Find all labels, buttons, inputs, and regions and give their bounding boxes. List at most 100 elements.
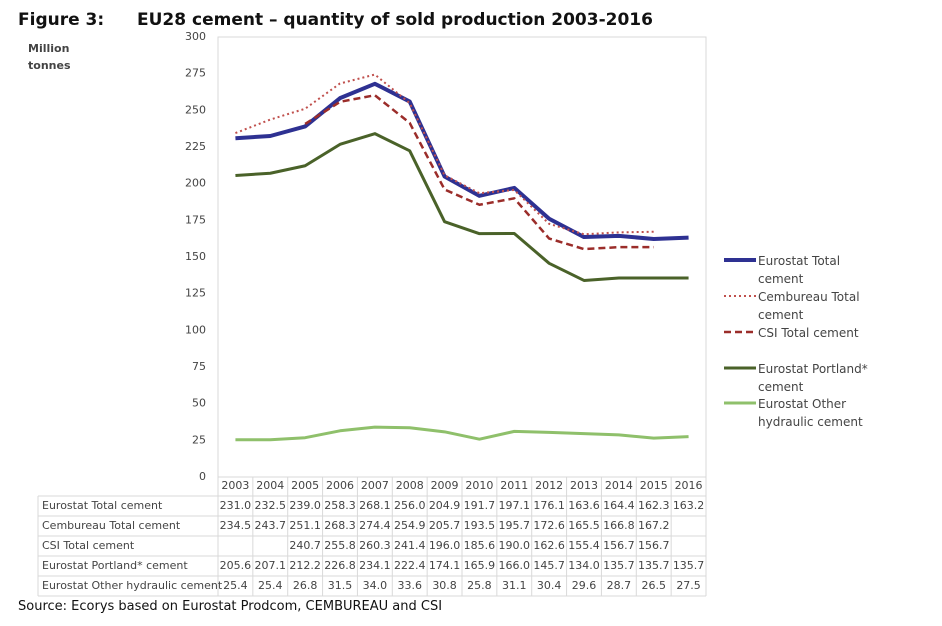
table-cell: 260.3: [359, 539, 391, 552]
table-cell: 190.0: [499, 539, 531, 552]
y-tick-label: 300: [185, 30, 206, 43]
table-cell: 240.7: [289, 539, 321, 552]
table-cell: 28.7: [607, 579, 632, 592]
y-tick-label: 200: [185, 177, 206, 190]
table-cell: 155.4: [568, 539, 600, 552]
table-cell: 226.8: [324, 559, 356, 572]
series-line: [304, 93, 654, 251]
y-tick-label: 225: [185, 140, 206, 153]
figure-label: Figure 3:: [18, 10, 105, 30]
table-cell: 234.1: [359, 559, 391, 572]
y-tick-label: 275: [185, 67, 206, 80]
table-cell: 135.7: [603, 559, 635, 572]
table-cell: 31.1: [502, 579, 527, 592]
table-cell: 256.0: [394, 499, 426, 512]
series-line: [235, 73, 654, 236]
table-cell: 156.7: [603, 539, 635, 552]
x-tick-label: 2007: [361, 479, 389, 492]
table-cell: 27.5: [676, 579, 701, 592]
x-tick-label: 2012: [535, 479, 563, 492]
table-cell: 274.4: [359, 519, 391, 532]
table-cell: 162.3: [638, 499, 670, 512]
series-line: [235, 425, 689, 442]
x-tick-label: 2003: [221, 479, 249, 492]
table-cell: 31.5: [328, 579, 353, 592]
table-cell: 258.3: [324, 499, 356, 512]
y-tick-label: 250: [185, 103, 206, 116]
y-axis-label: Million tonnes: [28, 42, 71, 72]
y-tick-label: 100: [185, 323, 206, 336]
table-cell: 172.6: [533, 519, 565, 532]
source-note: Source: Ecorys based on Eurostat Prodcom…: [18, 599, 443, 614]
table-cell: 25.4: [258, 579, 283, 592]
table-cell: 135.7: [638, 559, 670, 572]
table-cell: 254.9: [394, 519, 426, 532]
table-cell: 174.1: [429, 559, 461, 572]
x-tick-label: 2005: [291, 479, 319, 492]
table-cell: 204.9: [429, 499, 461, 512]
table-cell: 195.7: [499, 519, 531, 532]
table-cell: 135.7: [673, 559, 705, 572]
table-cell: 205.7: [429, 519, 461, 532]
table-cell: 165.5: [568, 519, 600, 532]
y-tick-label: 75: [192, 360, 206, 373]
table-cell: 25.4: [223, 579, 248, 592]
x-tick-label: 2006: [326, 479, 354, 492]
table-cell: 191.7: [464, 499, 496, 512]
table-cell: 205.6: [220, 559, 252, 572]
y-tick-label: 125: [185, 287, 206, 300]
table-cell: 239.0: [289, 499, 321, 512]
y-tick-label: 0: [199, 470, 206, 483]
series-line: [235, 81, 689, 241]
y-tick-label: 175: [185, 213, 206, 226]
table-cell: 164.4: [603, 499, 635, 512]
table-row-label: CSI Total cement: [42, 539, 135, 552]
table-cell: 26.5: [641, 579, 666, 592]
table-cell: 176.1: [533, 499, 565, 512]
table-cell: 196.0: [429, 539, 461, 552]
table-cell: 163.2: [673, 499, 705, 512]
legend-label: Eurostat Portland* cement: [758, 362, 868, 394]
series-line: [235, 132, 689, 282]
table-cell: 251.1: [289, 519, 321, 532]
x-tick-label: 2014: [605, 479, 633, 492]
table-cell: 232.5: [255, 499, 287, 512]
table-cell: 268.1: [359, 499, 391, 512]
x-tick-label: 2015: [640, 479, 668, 492]
table-cell: 30.8: [432, 579, 457, 592]
table-cell: 166.8: [603, 519, 635, 532]
x-tick-label: 2009: [431, 479, 459, 492]
table-cell: 231.0: [220, 499, 252, 512]
table-cell: 197.1: [499, 499, 531, 512]
table-cell: 29.6: [572, 579, 597, 592]
table-cell: 156.7: [638, 539, 670, 552]
table-cell: 234.5: [220, 519, 252, 532]
x-tick-label: 2004: [256, 479, 284, 492]
x-tick-label: 2010: [465, 479, 493, 492]
table-cell: 25.8: [467, 579, 492, 592]
legend-label: Cembureau Total cement: [758, 290, 860, 322]
table-cell: 166.0: [499, 559, 531, 572]
table-cell: 193.5: [464, 519, 496, 532]
chart-title: EU28 cement – quantity of sold productio…: [137, 10, 653, 30]
table-cell: 162.6: [533, 539, 565, 552]
table-cell: 145.7: [533, 559, 565, 572]
table-cell: 268.3: [324, 519, 356, 532]
table-cell: 34.0: [363, 579, 388, 592]
y-tick-label: 50: [192, 397, 206, 410]
table-cell: 185.6: [464, 539, 496, 552]
table-cell: 212.2: [289, 559, 321, 572]
table-row-label: Eurostat Portland* cement: [42, 559, 188, 572]
table-cell: 33.6: [397, 579, 422, 592]
table-cell: 207.1: [255, 559, 287, 572]
table-cell: 134.0: [568, 559, 600, 572]
table-cell: 255.8: [324, 539, 356, 552]
y-tick-label: 25: [192, 433, 206, 446]
legend-label: CSI Total cement: [758, 326, 859, 340]
x-tick-label: 2016: [675, 479, 703, 492]
table-cell: 243.7: [255, 519, 287, 532]
table-row-label: Cembureau Total cement: [42, 519, 181, 532]
table-row-label: Eurostat Total cement: [42, 499, 163, 512]
